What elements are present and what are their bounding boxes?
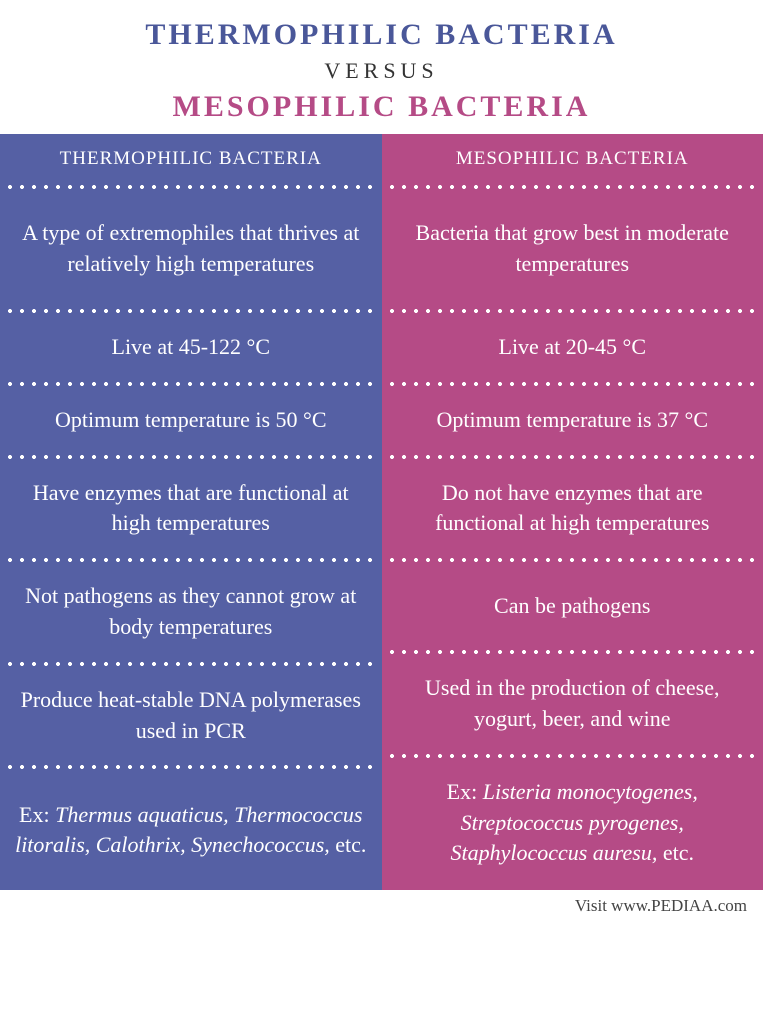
comparison-cell: A type of extremophiles that thrives at … (0, 190, 382, 308)
footer-credit: Visit www.PEDIAA.com (0, 890, 763, 916)
comparison-cell: Used in the production of cheese, yogurt… (382, 655, 763, 753)
examples-cell: Ex: Thermus aquaticus, Thermococcus lito… (0, 770, 382, 890)
title-mesophilic: MESOPHILIC BACTERIA (0, 90, 763, 124)
comparison-cell: Produce heat-stable DNA polymerases used… (0, 667, 382, 765)
comparison-cell: Can be pathogens (382, 563, 763, 649)
comparison-columns: THERMOPHILIC BACTERIA A type of extremop… (0, 134, 763, 890)
title-thermophilic: THERMOPHILIC BACTERIA (0, 18, 763, 52)
examples-cell: Ex: Listeria monocytogenes, Streptococcu… (382, 759, 763, 887)
examples-list: Thermus aquaticus, Thermococcus litorali… (15, 802, 362, 858)
comparison-cell: Have enzymes that are functional at high… (0, 460, 382, 558)
column-header-thermophilic: THERMOPHILIC BACTERIA (0, 134, 382, 184)
comparison-cell: Not pathogens as they cannot grow at bod… (0, 563, 382, 661)
comparison-cell: Bacteria that grow best in moderate temp… (382, 190, 763, 308)
comparison-cell: Optimum temperature is 37 °C (382, 387, 763, 454)
comparison-cell: Do not have enzymes that are functional … (382, 460, 763, 558)
comparison-header: THERMOPHILIC BACTERIA VERSUS MESOPHILIC … (0, 0, 763, 134)
versus-label: VERSUS (0, 58, 763, 84)
comparison-cell: Live at 20-45 °C (382, 314, 763, 381)
comparison-cell: Optimum temperature is 50 °C (0, 387, 382, 454)
examples-suffix: etc. (657, 840, 694, 865)
column-header-mesophilic: MESOPHILIC BACTERIA (382, 134, 763, 184)
examples-prefix: Ex: (447, 779, 483, 804)
column-mesophilic: MESOPHILIC BACTERIA Bacteria that grow b… (382, 134, 763, 890)
comparison-cell: Live at 45-122 °C (0, 314, 382, 381)
examples-prefix: Ex: (19, 802, 55, 827)
column-thermophilic: THERMOPHILIC BACTERIA A type of extremop… (0, 134, 382, 890)
examples-suffix: etc. (330, 832, 367, 857)
